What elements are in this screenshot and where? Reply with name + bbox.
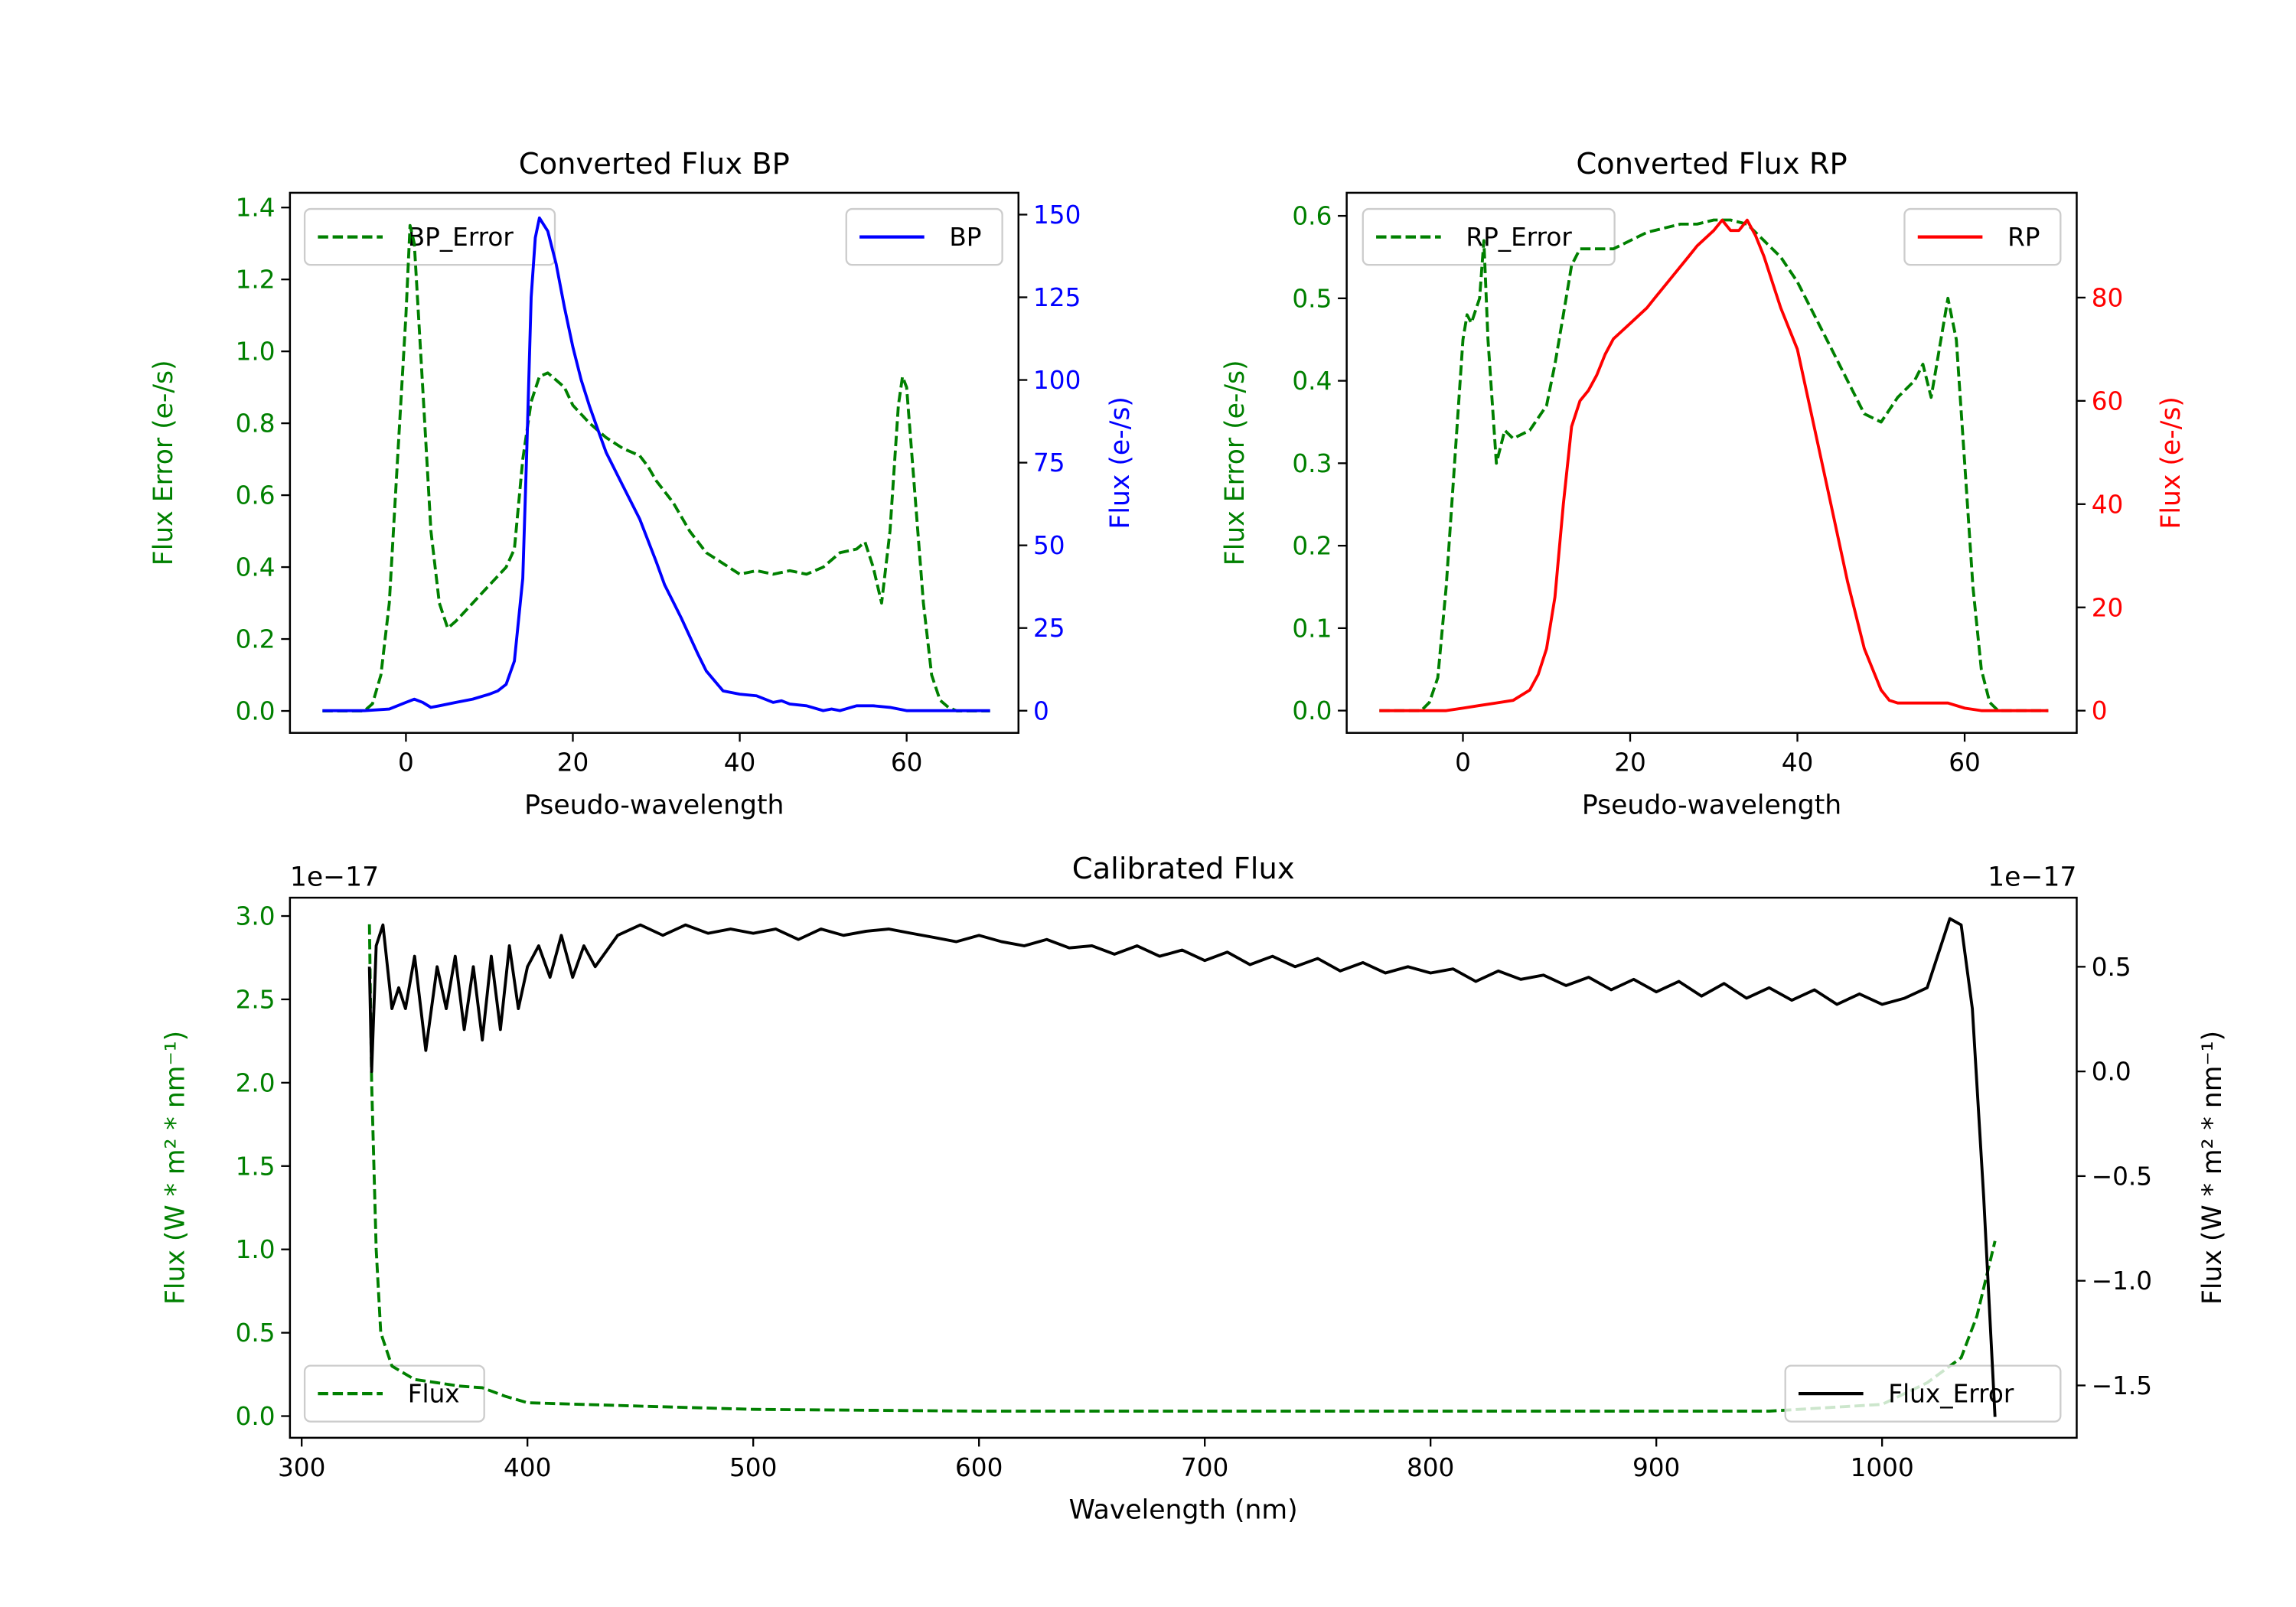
legend-flux: Flux_Error bbox=[1784, 1364, 2062, 1423]
y-right-axis-label: Flux (e-/s) bbox=[1105, 396, 1136, 529]
y-left-tick-label: 1.5 bbox=[236, 1152, 276, 1181]
y-right-tick-label: 150 bbox=[1033, 200, 1081, 230]
x-axis-label: Pseudo-wavelength bbox=[1582, 790, 1841, 820]
chart-panel-1: Converted Flux RP RP_Error RP 0 20 40 60 0.0 0.1… bbox=[1220, 147, 2187, 821]
y-left-tick-label: 0.3 bbox=[1292, 449, 1332, 478]
y-left-tick-label: 0.8 bbox=[236, 409, 276, 438]
y-left-offset-text: 1e−17 bbox=[290, 862, 379, 893]
legend-rp: RP bbox=[1903, 207, 2062, 266]
series-bp bbox=[322, 216, 990, 712]
chart-title: Calibrated Flux bbox=[1072, 852, 1295, 886]
x-tick-label: 60 bbox=[891, 748, 923, 777]
legend-bp-error: BP_Error bbox=[303, 207, 556, 266]
x-tick-label: 20 bbox=[557, 748, 589, 777]
y-right-tick-label: 50 bbox=[1033, 531, 1065, 560]
x-tick-label: 300 bbox=[278, 1453, 325, 1482]
x-tick-label: 0 bbox=[1455, 748, 1471, 777]
x-tick-label: 700 bbox=[1181, 1453, 1228, 1482]
x-tick-label: 40 bbox=[1782, 748, 1814, 777]
legend-label: RP_Error bbox=[1466, 223, 1572, 252]
chart-panel-2: Calibrated Flux Flux Flux_Error 300 400 500 60… bbox=[160, 852, 2228, 1526]
y-left-tick-label: 0.2 bbox=[1292, 532, 1332, 561]
legend-box bbox=[1362, 207, 1616, 266]
y-left-axis-label: Flux (W * m² * nm⁻¹) bbox=[160, 1031, 191, 1305]
y-right-tick-label: 0 bbox=[1033, 696, 1049, 725]
y-right-tick-label: 20 bbox=[2092, 593, 2124, 622]
y-left-axis-label: Flux Error (e-/s) bbox=[1220, 360, 1251, 566]
y-right-tick-label: 125 bbox=[1033, 283, 1081, 312]
x-tick-label: 60 bbox=[1949, 748, 1981, 777]
y-left-tick-label: 2.5 bbox=[236, 985, 276, 1014]
chart-title: Converted Flux BP bbox=[519, 147, 790, 181]
y-left-tick-label: 0.4 bbox=[1292, 367, 1332, 396]
y-right-tick-label: −1.5 bbox=[2092, 1371, 2152, 1400]
y-left-tick-label: 0.0 bbox=[236, 697, 276, 726]
x-tick-label: 500 bbox=[729, 1453, 777, 1482]
chart-title: Converted Flux RP bbox=[1576, 147, 1847, 181]
y-left-tick-label: 0.1 bbox=[1292, 614, 1332, 643]
y-right-tick-label: 0 bbox=[2092, 696, 2108, 725]
x-axis-label: Pseudo-wavelength bbox=[524, 790, 784, 820]
legend-box bbox=[303, 1364, 485, 1423]
legend-label: BP bbox=[949, 223, 981, 252]
legend-label: BP_Error bbox=[408, 223, 514, 252]
y-left-tick-label: 2.0 bbox=[236, 1068, 276, 1097]
y-left-tick-label: 0.2 bbox=[236, 625, 276, 654]
legend-box bbox=[303, 207, 556, 266]
series-rp bbox=[1379, 218, 2049, 712]
x-tick-label: 0 bbox=[398, 748, 414, 777]
y-right-tick-label: 60 bbox=[2092, 386, 2124, 416]
y-right-tick-label: 40 bbox=[2092, 490, 2124, 519]
y-left-axis-label: Flux Error (e-/s) bbox=[148, 360, 179, 566]
y-left-tick-label: 0.6 bbox=[236, 481, 276, 510]
y-left-tick-label: 1.0 bbox=[236, 337, 276, 367]
y-right-tick-label: 100 bbox=[1033, 366, 1081, 395]
y-left-tick-label: 1.0 bbox=[236, 1235, 276, 1264]
legend-bp: BP bbox=[845, 207, 1003, 266]
y-left-tick-label: 0.6 bbox=[1292, 202, 1332, 231]
x-tick-label: 400 bbox=[504, 1453, 551, 1482]
chart-panel-0: Converted Flux BP BP_Error BP 0 20 40 60 0.0 0.2… bbox=[148, 147, 1136, 821]
y-right-tick-label: −1.0 bbox=[2092, 1266, 2152, 1296]
y-left-tick-label: 1.2 bbox=[236, 266, 276, 295]
y-right-axis-label: Flux (W * m² * nm⁻¹) bbox=[2197, 1031, 2228, 1305]
y-left-tick-label: 0.0 bbox=[1292, 696, 1332, 725]
x-tick-label: 1000 bbox=[1851, 1453, 1914, 1482]
y-right-tick-label: 80 bbox=[2092, 283, 2124, 312]
x-tick-label: 600 bbox=[955, 1453, 1003, 1482]
x-tick-label: 20 bbox=[1614, 748, 1646, 777]
y-left-tick-label: 0.4 bbox=[236, 553, 276, 582]
y-left-tick-label: 0.0 bbox=[236, 1402, 276, 1431]
axes-frame bbox=[289, 896, 2078, 1439]
y-left-tick-label: 3.0 bbox=[236, 902, 276, 931]
y-right-tick-label: 25 bbox=[1033, 614, 1065, 643]
y-right-offset-text: 1e−17 bbox=[1988, 862, 2076, 893]
x-tick-label: 900 bbox=[1632, 1453, 1680, 1482]
legend-label: RP bbox=[2007, 223, 2040, 252]
y-right-tick-label: 0.5 bbox=[2092, 953, 2131, 982]
y-right-tick-label: 75 bbox=[1033, 448, 1065, 478]
x-tick-label: 800 bbox=[1407, 1453, 1454, 1482]
y-left-tick-label: 1.4 bbox=[236, 194, 276, 223]
series-flux bbox=[367, 917, 1997, 1417]
y-right-tick-label: −0.5 bbox=[2092, 1162, 2152, 1191]
y-right-axis-label: Flux (e-/s) bbox=[2156, 396, 2187, 529]
series-bp-error bbox=[322, 223, 990, 712]
x-tick-label: 40 bbox=[724, 748, 756, 777]
legend-flux-error: Flux bbox=[303, 1364, 485, 1423]
x-axis-label: Wavelength (nm) bbox=[1069, 1495, 1298, 1526]
y-left-tick-label: 0.5 bbox=[236, 1319, 276, 1348]
y-left-tick-label: 0.5 bbox=[1292, 284, 1332, 313]
y-right-tick-label: 0.0 bbox=[2092, 1058, 2131, 1087]
series-rp-error bbox=[1379, 218, 2049, 712]
